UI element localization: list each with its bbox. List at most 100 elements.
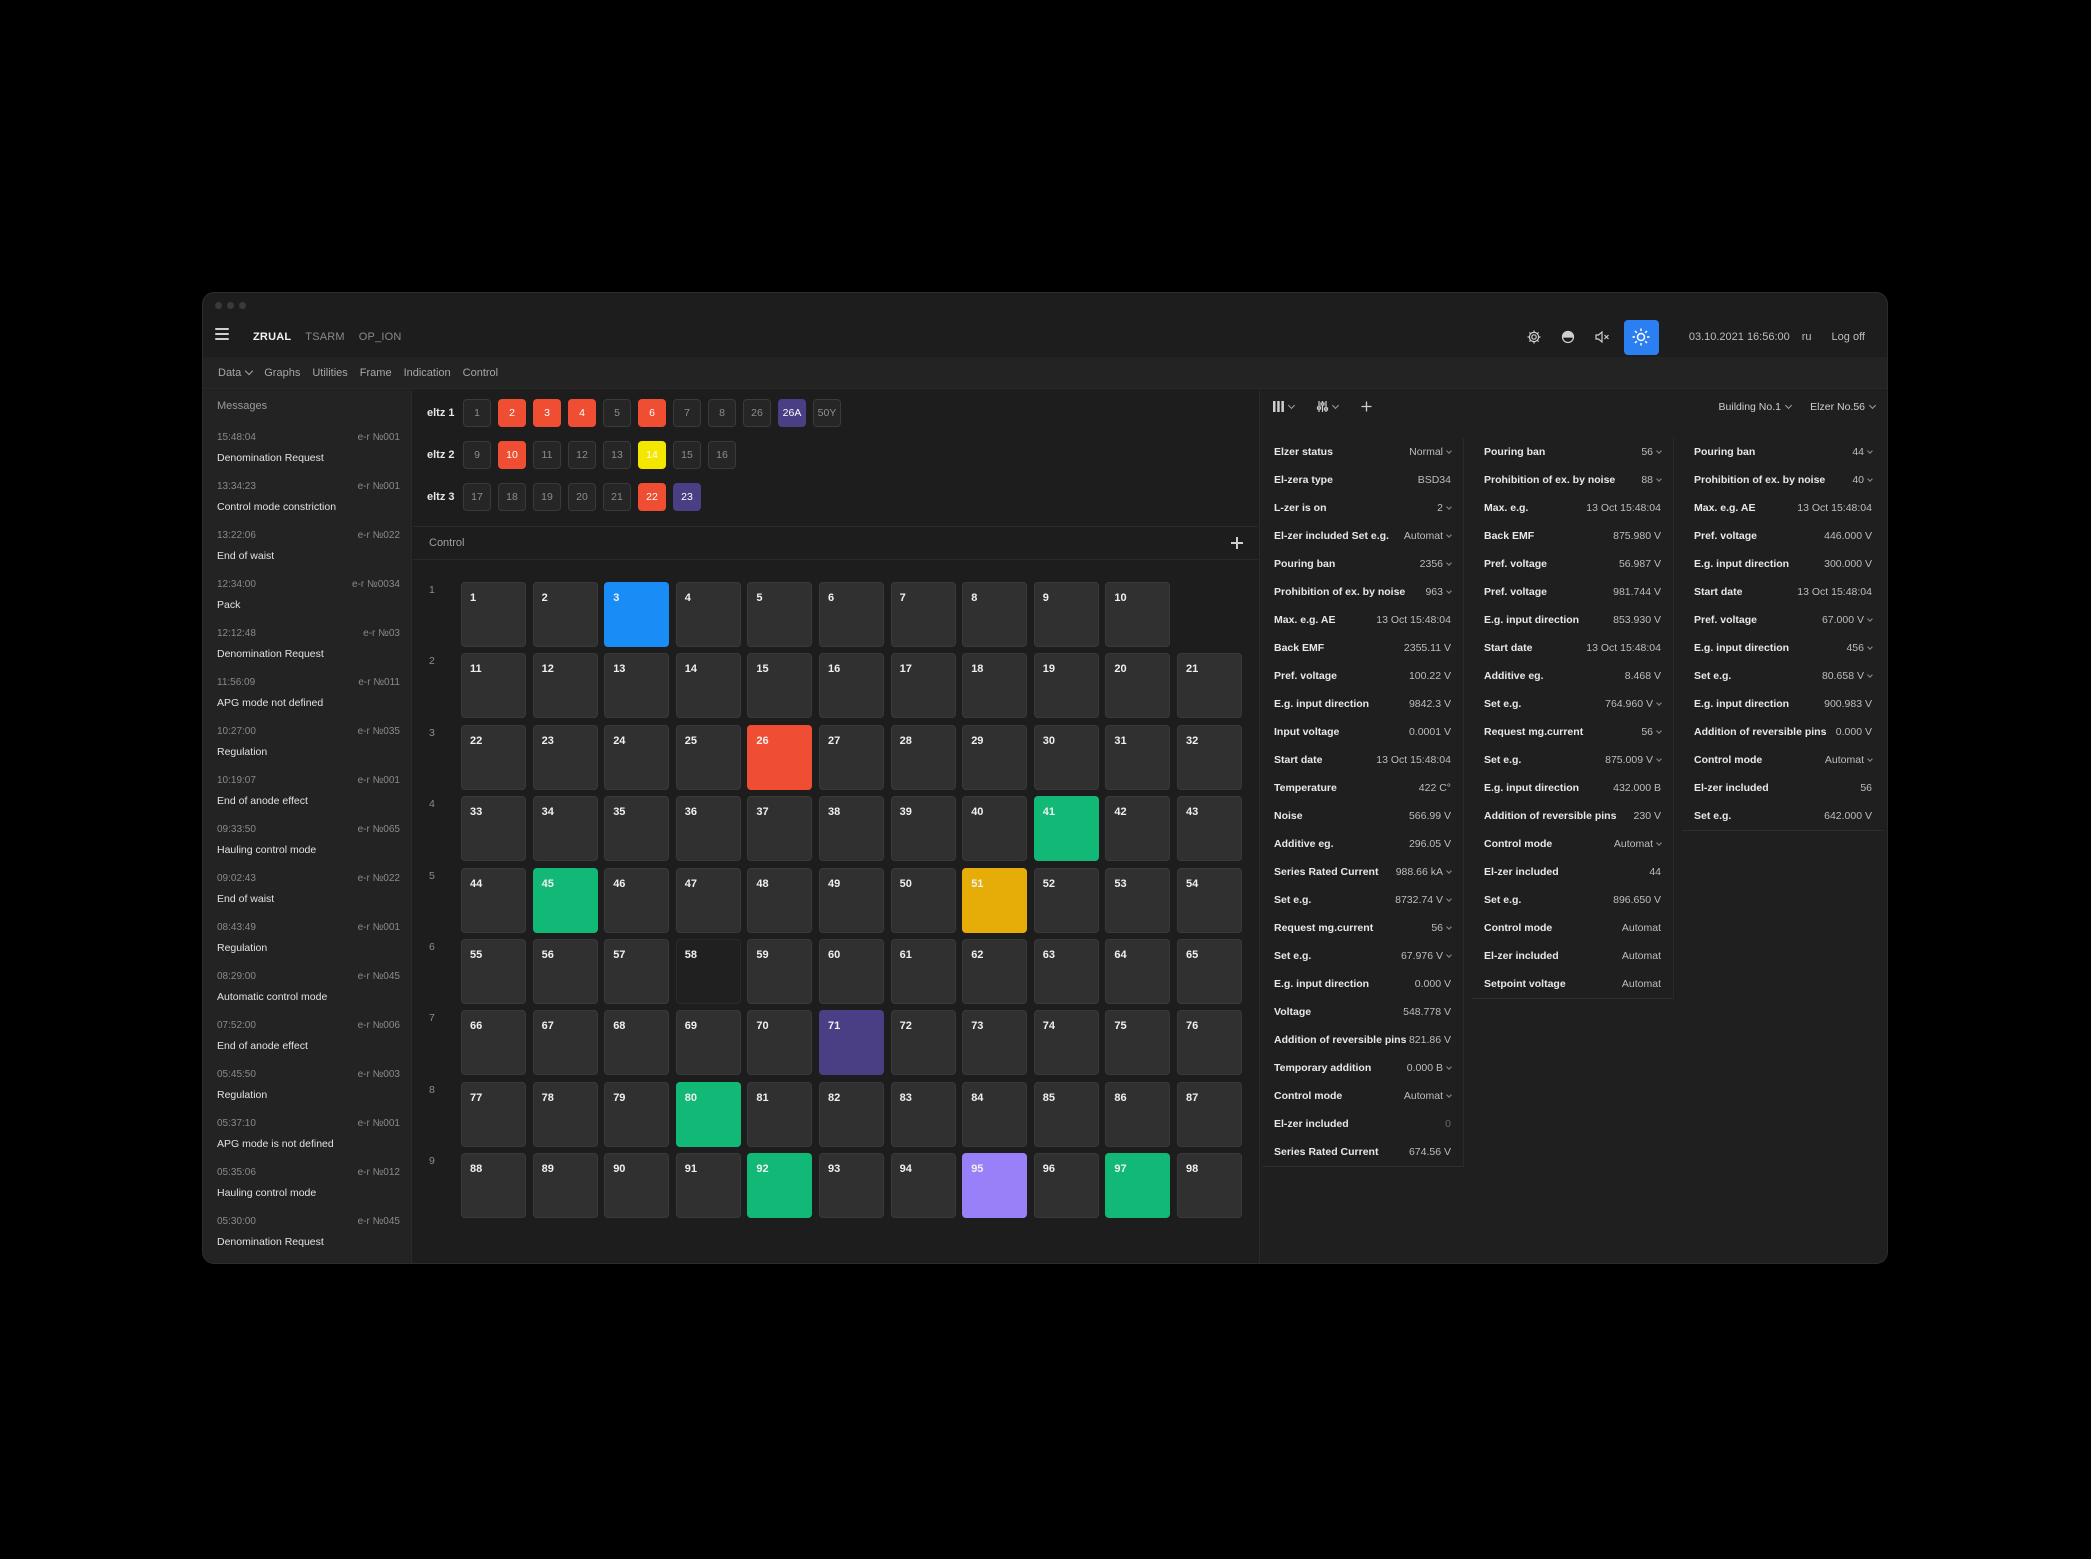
grid-cell[interactable]: 90 [604, 1153, 670, 1219]
grid-cell[interactable]: 93 [819, 1153, 884, 1219]
parameter-value[interactable]: 44 [1852, 446, 1873, 458]
grid-cell[interactable]: 98 [1177, 1153, 1242, 1219]
grid-cell[interactable]: 75 [1105, 1010, 1171, 1076]
parameter-value[interactable]: Normal [1409, 446, 1452, 458]
grid-cell[interactable]: 23 [532, 724, 598, 790]
eltz-chip[interactable]: 6 [638, 399, 666, 427]
grid-cell[interactable]: 68 [604, 1010, 670, 1076]
parameter-value[interactable]: 2356 [1420, 558, 1452, 570]
grid-cell[interactable]: 72 [890, 1010, 956, 1076]
grid-cell[interactable]: 29 [962, 724, 1028, 790]
eltz-chip[interactable]: 4 [568, 399, 596, 427]
parameter-value[interactable]: Automat [1404, 530, 1452, 542]
eltz-chip[interactable]: 26A [778, 399, 806, 427]
grid-cell[interactable]: 56 [532, 939, 598, 1004]
message-item[interactable]: 10:19:07 e-r №001 End of anode effect [203, 771, 412, 820]
eltz-chip[interactable]: 50Y [813, 399, 841, 427]
grid-cell[interactable]: 36 [675, 796, 741, 862]
grid-cell[interactable]: 35 [604, 796, 670, 862]
message-item[interactable]: 08:29:00 e-r №045 Automatic control mode [203, 967, 412, 1016]
grid-cell[interactable]: 33 [461, 796, 526, 862]
message-item[interactable]: 12:34:00 e-r №0034 Pack [203, 575, 412, 624]
grid-cell[interactable]: 2 [532, 582, 598, 647]
grid-cell[interactable]: 5 [747, 582, 813, 647]
grid-cell[interactable]: 18 [962, 653, 1028, 719]
grid-cell[interactable]: 84 [962, 1081, 1028, 1147]
message-item[interactable]: 10:27:00 e-r №035 Regulation [203, 722, 412, 771]
parameter-value[interactable]: Automat [1825, 754, 1873, 766]
grid-cell[interactable]: 95 [962, 1153, 1028, 1219]
app-tab-tsarm[interactable]: TSARM [305, 331, 345, 343]
sun-icon[interactable] [1623, 319, 1659, 355]
sound-muted-icon[interactable] [1592, 327, 1612, 347]
message-item[interactable]: 11:56:09 e-r №011 APG mode not defined [203, 673, 412, 722]
parameter-value[interactable]: 67.000 V [1822, 614, 1873, 626]
eltz-chip[interactable]: 14 [638, 441, 666, 469]
eltz-chip[interactable]: 1 [463, 399, 491, 427]
app-tab-op_ion[interactable]: OP_ION [358, 331, 402, 343]
menu-item-frame[interactable]: Frame [360, 367, 392, 379]
grid-cell[interactable]: 60 [819, 939, 884, 1004]
parameter-value[interactable]: 875.009 V [1605, 754, 1662, 766]
grid-cell[interactable]: 15 [747, 653, 813, 719]
grid-cell[interactable]: 91 [675, 1153, 741, 1219]
grid-cell[interactable]: 34 [532, 796, 598, 862]
eltz-chip[interactable]: 11 [533, 441, 561, 469]
parameter-value[interactable]: 456 [1846, 642, 1873, 654]
grid-cell[interactable]: 21 [1177, 653, 1242, 719]
grid-cell[interactable]: 11 [461, 653, 526, 719]
grid-cell[interactable]: 79 [604, 1081, 670, 1147]
grid-cell[interactable]: 32 [1177, 724, 1242, 790]
menu-item-indication[interactable]: Indication [404, 367, 451, 379]
hamburger-menu-icon[interactable] [215, 328, 229, 340]
grid-cell[interactable]: 53 [1105, 867, 1171, 933]
language-selector[interactable]: ru [1801, 331, 1812, 343]
grid-cell[interactable]: 69 [675, 1010, 741, 1076]
grid-cell[interactable]: 8 [962, 582, 1028, 647]
app-tab-zrual[interactable]: ZRUAL [253, 331, 292, 343]
grid-cell[interactable]: 26 [747, 724, 813, 790]
message-item[interactable]: 05:35:06 e-r №012 Hauling control mode [203, 1163, 412, 1212]
grid-cell[interactable]: 62 [962, 939, 1028, 1004]
grid-cell[interactable]: 39 [890, 796, 956, 862]
eltz-chip[interactable]: 10 [498, 441, 526, 469]
grid-cell[interactable]: 83 [890, 1081, 956, 1147]
parameter-value[interactable]: 8732.74 V [1395, 894, 1452, 906]
grid-cell[interactable]: 38 [819, 796, 884, 862]
menu-item-utilities[interactable]: Utilities [312, 367, 347, 379]
grid-cell[interactable]: 17 [890, 653, 956, 719]
parameter-value[interactable]: Automat [1614, 838, 1662, 850]
grid-cell[interactable]: 40 [962, 796, 1028, 862]
grid-cell[interactable]: 31 [1105, 724, 1171, 790]
grid-cell[interactable]: 43 [1177, 796, 1242, 862]
eltz-chip[interactable]: 3 [533, 399, 561, 427]
eltz-chip[interactable]: 7 [673, 399, 701, 427]
menu-item-graphs[interactable]: Graphs [264, 367, 300, 379]
menu-item-data[interactable]: Data [218, 367, 254, 379]
grid-cell[interactable]: 50 [890, 867, 956, 933]
grid-cell[interactable]: 4 [675, 582, 741, 647]
grid-cell[interactable]: 48 [747, 867, 813, 933]
grid-cell[interactable]: 76 [1177, 1010, 1242, 1076]
grid-cell[interactable]: 42 [1105, 796, 1171, 862]
message-item[interactable]: 05:37:10 e-r №001 APG mode is not defined [203, 1114, 412, 1163]
parameter-value[interactable]: 2 [1437, 502, 1452, 514]
grid-cell[interactable]: 1 [461, 582, 526, 647]
eltz-chip[interactable]: 5 [603, 399, 631, 427]
grid-cell[interactable]: 45 [532, 867, 598, 933]
grid-cell[interactable]: 58 [675, 939, 741, 1004]
grid-cell[interactable]: 51 [962, 867, 1028, 933]
eltz-chip[interactable]: 22 [638, 483, 666, 511]
grid-cell[interactable]: 46 [604, 867, 670, 933]
grid-cell[interactable]: 94 [890, 1153, 956, 1219]
eltz-chip[interactable]: 15 [673, 441, 701, 469]
grid-cell[interactable]: 27 [819, 724, 884, 790]
message-item[interactable]: 13:34:23 e-r №001 Control mode constrictio… [203, 477, 412, 526]
grid-cell[interactable]: 86 [1105, 1081, 1171, 1147]
parameter-value[interactable]: 963 [1425, 586, 1452, 598]
elzer-selector[interactable]: Elzer No.56 [1810, 401, 1877, 413]
grid-cell[interactable]: 47 [675, 867, 741, 933]
parameter-value[interactable]: 88 [1641, 474, 1662, 486]
message-item[interactable]: 07:52:00 e-r №006 End of anode effect [203, 1016, 412, 1065]
grid-cell[interactable]: 7 [890, 582, 956, 647]
